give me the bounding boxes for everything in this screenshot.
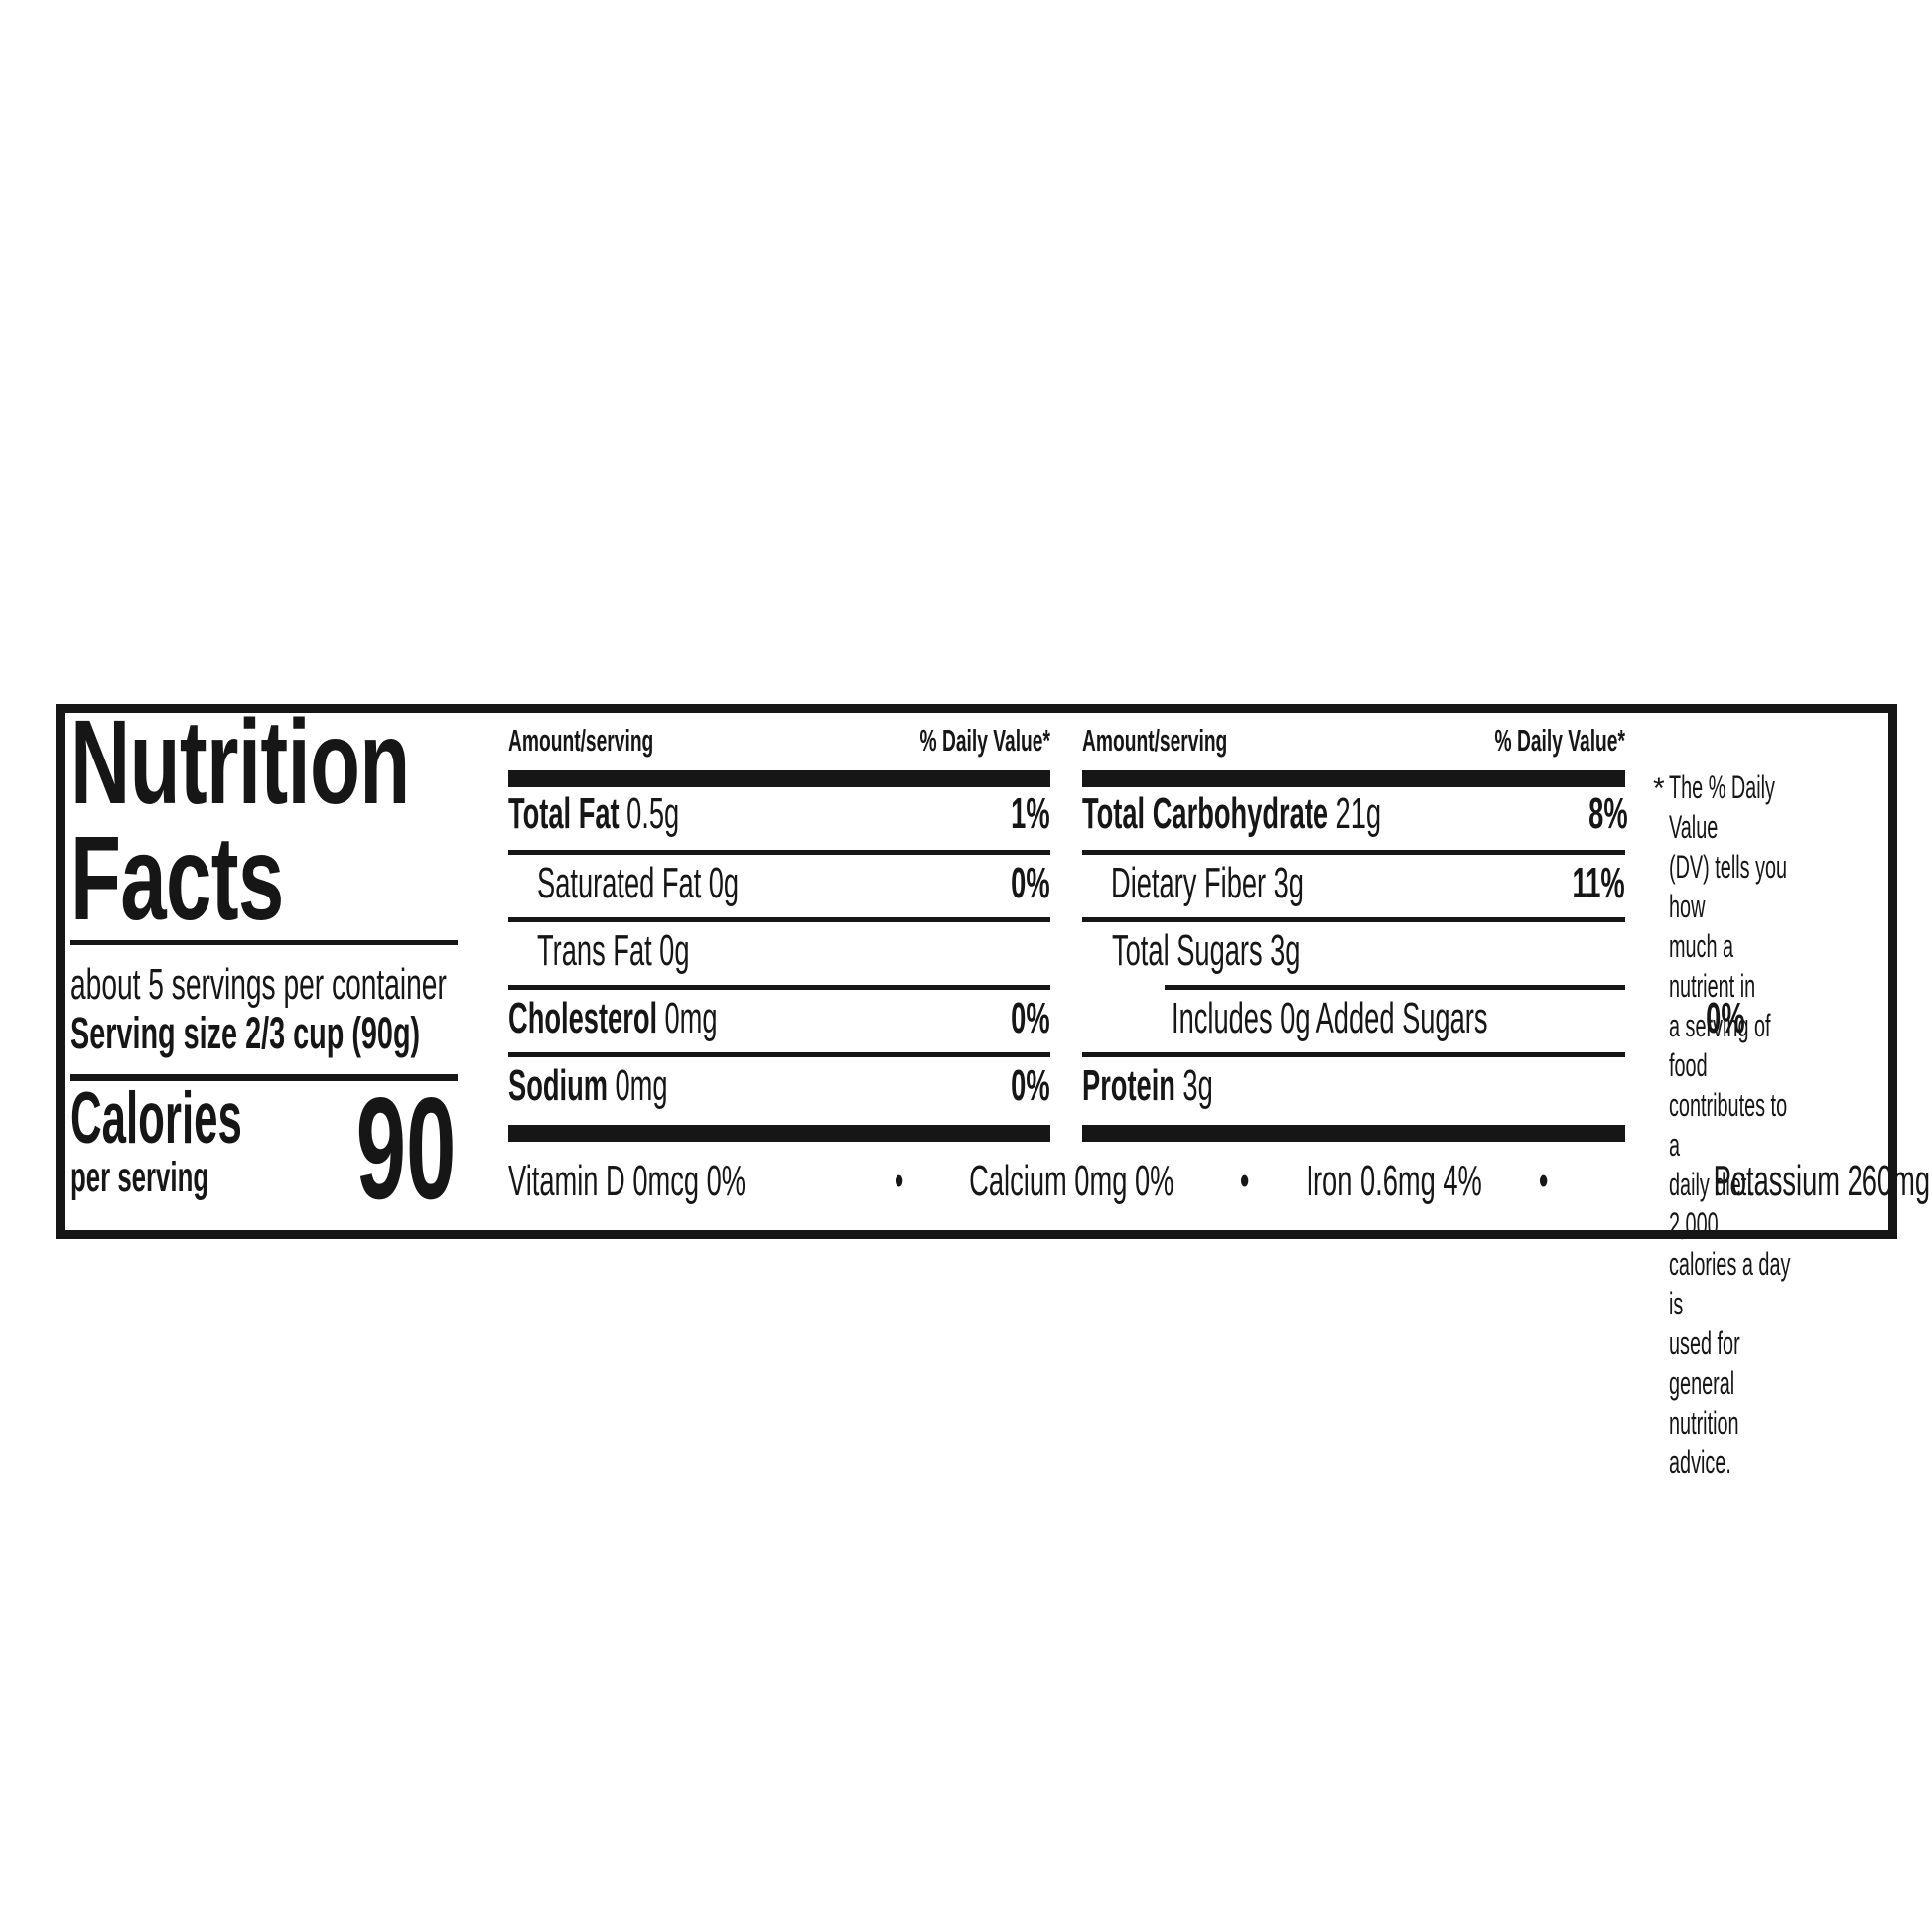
vitamin-d-value: Vitamin D 0mcg 0% [508, 1157, 747, 1205]
nutrition-facts-panel: Nutrition Facts about 5 servings per con… [56, 694, 1932, 1480]
iron-value: Iron 0.6mg 4% [1306, 1157, 1482, 1205]
divider [1082, 1052, 1625, 1057]
row-total-carbohydrate: Total Carbohydrate 21g 8% [1082, 786, 1628, 842]
bullet-separator: • [894, 1157, 904, 1205]
footnote-text: The % Daily Value (DV) tells you how muc… [1669, 769, 1791, 1480]
divider [508, 985, 1050, 990]
thick-bar [1082, 1125, 1625, 1142]
divider [70, 1074, 458, 1081]
daily-value: 8% [1587, 789, 1628, 838]
daily-value: 0% [1011, 994, 1050, 1042]
panel2-header: Amount/serving % Daily Value* [1082, 721, 1625, 760]
daily-value: 0% [1705, 994, 1745, 1042]
micronutrients-line: Vitamin D 0mcg 0% • Calcium 0mg 0% • Iro… [508, 1156, 1932, 1207]
calories-heading: Calories [70, 1078, 242, 1159]
serving-size: Serving size 2/3 cup (90g) [70, 1008, 421, 1058]
divider [1082, 850, 1625, 855]
potassium-value: Potassium 260mg 6% [1713, 1157, 1932, 1205]
daily-value: 11% [1572, 859, 1625, 907]
divider [1082, 917, 1625, 922]
thick-bar [508, 770, 1050, 787]
calcium-value: Calcium 0mg 0% [969, 1157, 1174, 1205]
daily-value: 1% [1011, 789, 1050, 838]
daily-value-header: % Daily Value* [919, 723, 1050, 758]
row-trans-fat: Trans Fat 0g [537, 926, 690, 975]
row-total-fat: Total Fat 0.5g 1% [508, 786, 1050, 842]
row-protein: Protein 3g [1082, 1061, 1213, 1110]
daily-value: 0% [1011, 859, 1050, 907]
bullet-separator: • [1239, 1157, 1250, 1205]
calories-value: 90 [355, 1067, 456, 1229]
panel1-header: Amount/serving % Daily Value* [508, 721, 1050, 760]
divider [508, 850, 1050, 855]
daily-value-header: % Daily Value* [1494, 723, 1625, 758]
row-added-sugars: Includes 0g Added Sugars 0% [1082, 991, 1744, 1046]
thick-bar [1082, 770, 1625, 787]
thick-bar [508, 1125, 1050, 1142]
bullet-separator: • [1539, 1157, 1549, 1205]
amount-per-serving-header: Amount/serving [1082, 723, 1228, 758]
row-cholesterol: Cholesterol 0mg 0% [508, 991, 1050, 1046]
row-dietary-fiber: Dietary Fiber 3g 11% [1082, 856, 1625, 911]
amount-per-serving-header: Amount/serving [508, 723, 654, 758]
footnote-asterisk: * [1653, 772, 1665, 805]
row-saturated-fat: Saturated Fat 0g 0% [508, 856, 1050, 911]
servings-per-container: about 5 servings per container [70, 960, 447, 1009]
calories-subheading: per serving [70, 1154, 209, 1201]
daily-value-footnote: * The % Daily Value (DV) tells you how m… [1653, 767, 1881, 1482]
divider [70, 940, 458, 945]
nutrition-facts-title: Nutrition Facts [70, 694, 410, 945]
row-sodium: Sodium 0mg 0% [508, 1058, 1050, 1114]
divider-indented [1165, 985, 1625, 990]
divider [508, 1052, 1050, 1057]
daily-value: 0% [1011, 1061, 1050, 1110]
row-total-sugars: Total Sugars 3g [1112, 926, 1301, 975]
divider [508, 917, 1050, 922]
